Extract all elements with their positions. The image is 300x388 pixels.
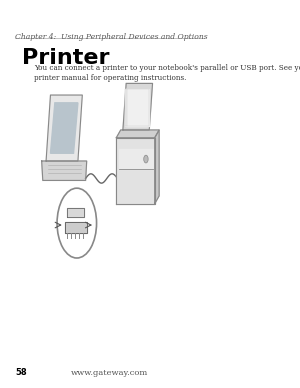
Polygon shape xyxy=(155,130,159,204)
Polygon shape xyxy=(67,208,85,217)
Polygon shape xyxy=(50,103,78,153)
Polygon shape xyxy=(116,130,159,138)
Text: www.gateway.com: www.gateway.com xyxy=(71,369,148,377)
Text: 58: 58 xyxy=(15,368,27,377)
Polygon shape xyxy=(127,89,149,126)
Text: Chapter 4:  Using Peripheral Devices and Options: Chapter 4: Using Peripheral Devices and … xyxy=(15,33,208,41)
Polygon shape xyxy=(123,83,152,130)
Circle shape xyxy=(57,188,97,258)
Text: You can connect a printer to your notebook's parallel or USB port. See your
prin: You can connect a printer to your notebo… xyxy=(34,64,300,82)
Polygon shape xyxy=(118,149,152,169)
Circle shape xyxy=(144,155,148,163)
Polygon shape xyxy=(116,138,155,204)
Polygon shape xyxy=(42,161,87,180)
Text: Printer: Printer xyxy=(22,48,110,69)
Polygon shape xyxy=(125,89,147,126)
Polygon shape xyxy=(65,222,87,233)
Polygon shape xyxy=(46,95,82,161)
Polygon shape xyxy=(126,89,148,126)
